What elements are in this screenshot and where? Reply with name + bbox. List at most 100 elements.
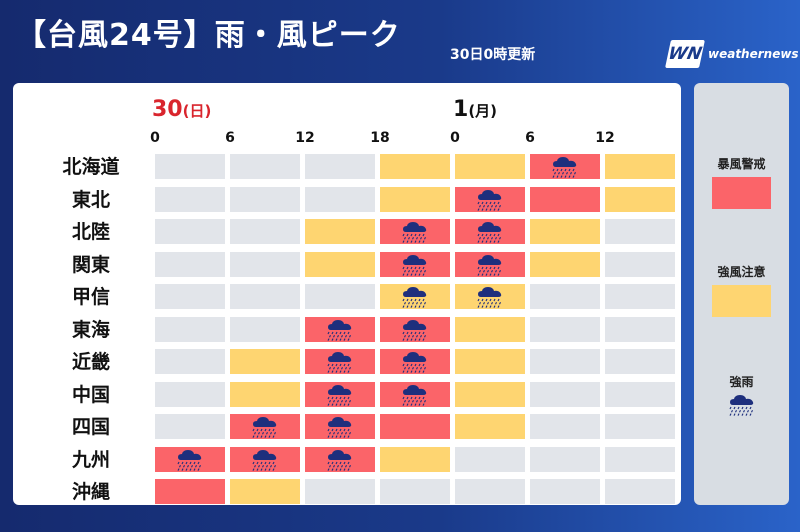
region-label: 近畿 — [71, 351, 110, 373]
day-label-1: 1(月) — [453, 97, 497, 122]
forecast-cell — [530, 381, 600, 407]
weathernews-logo: WN weathernews — [665, 40, 799, 68]
forecast-cell — [230, 186, 300, 212]
forecast-cell — [155, 186, 225, 212]
forecast-cell — [605, 219, 675, 244]
day-weekday: (日) — [182, 102, 212, 120]
forecast-cell — [230, 381, 300, 407]
legend-panel: 暴風警戒 強風注意 強雨 — [694, 83, 789, 505]
hour-tick: 12 — [295, 130, 315, 146]
rain-cloud-icon — [400, 253, 430, 277]
forecast-cell — [305, 479, 375, 504]
forecast-cell — [530, 284, 600, 309]
region-label: 沖縄 — [71, 481, 110, 503]
forecast-cell — [155, 284, 225, 309]
forecast-cell — [155, 316, 225, 342]
forecast-cell — [455, 446, 525, 472]
forecast-cell — [230, 479, 300, 504]
forecast-cell — [380, 154, 450, 179]
forecast-cell — [605, 284, 675, 309]
rain-cloud-icon — [250, 415, 280, 439]
region-label: 東北 — [71, 188, 110, 211]
legend-label-rain: 強雨 — [729, 375, 754, 389]
forecast-cell — [455, 479, 525, 504]
region-label: 関東 — [71, 253, 110, 276]
forecast-cell — [380, 414, 450, 439]
update-time: 30日0時更新 — [450, 47, 536, 63]
forecast-cell — [455, 316, 525, 342]
forecast-cell — [230, 284, 300, 309]
forecast-cell — [530, 316, 600, 342]
rain-cloud-icon — [325, 415, 355, 439]
region-label: 四国 — [71, 416, 110, 438]
forecast-cell — [455, 414, 525, 439]
rain-cloud-icon — [727, 393, 757, 417]
rain-cloud-icon — [550, 155, 580, 179]
forecast-cell — [455, 154, 525, 179]
forecast-cell — [455, 349, 525, 374]
forecast-cell — [530, 219, 600, 244]
forecast-cell — [380, 186, 450, 212]
forecast-cell — [305, 186, 375, 212]
region-label: 九州 — [71, 448, 110, 471]
rain-cloud-icon — [325, 350, 355, 374]
forecast-cell — [155, 414, 225, 439]
forecast-cell — [530, 251, 600, 277]
forecast-cell — [605, 251, 675, 277]
forecast-cell — [155, 381, 225, 407]
region-label: 北陸 — [71, 221, 110, 243]
rain-cloud-icon — [325, 448, 355, 472]
day-number: 30 — [152, 97, 183, 122]
page-title: 【台風24号】雨・風ピーク — [16, 18, 401, 53]
day-label-30: 30(日) — [152, 97, 211, 122]
legend-label-wind: 強風注意 — [717, 265, 766, 279]
forecast-cell — [605, 316, 675, 342]
forecast-cell — [380, 479, 450, 504]
rain-cloud-icon — [475, 188, 505, 212]
hour-tick: 6 — [225, 130, 235, 146]
hour-tick: 18 — [370, 130, 390, 146]
rain-cloud-icon — [400, 318, 430, 342]
forecast-cell — [305, 154, 375, 179]
forecast-cell — [155, 349, 225, 374]
forecast-cell — [230, 251, 300, 277]
hour-tick: 12 — [595, 130, 615, 146]
hour-tick: 0 — [450, 130, 460, 146]
forecast-cell — [305, 284, 375, 309]
region-label: 東海 — [71, 318, 110, 341]
legend-swatch-storm — [712, 177, 771, 209]
forecast-cell — [530, 414, 600, 439]
forecast-cell — [605, 154, 675, 179]
rain-cloud-icon — [400, 220, 430, 244]
day-weekday: (月) — [468, 102, 498, 120]
forecast-cell — [530, 479, 600, 504]
forecast-cell — [605, 446, 675, 472]
forecast-cell — [605, 479, 675, 504]
rain-cloud-icon — [325, 383, 355, 407]
forecast-cell — [380, 446, 450, 472]
region-label: 中国 — [71, 383, 110, 406]
forecast-cell — [230, 316, 300, 342]
forecast-cell — [305, 251, 375, 277]
logo-mark: WN — [665, 40, 705, 68]
hour-tick: 6 — [525, 130, 535, 146]
forecast-cell — [155, 219, 225, 244]
logo-text: weathernews — [708, 47, 799, 61]
rain-cloud-icon — [400, 285, 430, 309]
rain-cloud-icon — [475, 285, 505, 309]
rain-cloud-icon — [400, 383, 430, 407]
rain-cloud-icon — [325, 318, 355, 342]
forecast-cell — [530, 349, 600, 374]
forecast-cell — [530, 446, 600, 472]
legend-label-storm: 暴風警戒 — [717, 157, 766, 171]
forecast-cell — [305, 219, 375, 244]
forecast-cell — [530, 186, 600, 212]
forecast-cell — [605, 349, 675, 374]
rain-cloud-icon — [250, 448, 280, 472]
legend-swatch-wind — [712, 285, 771, 317]
forecast-cell — [155, 479, 225, 504]
hour-tick: 0 — [150, 130, 160, 146]
forecast-cell — [155, 251, 225, 277]
rain-cloud-icon — [475, 220, 505, 244]
forecast-cell — [155, 154, 225, 179]
